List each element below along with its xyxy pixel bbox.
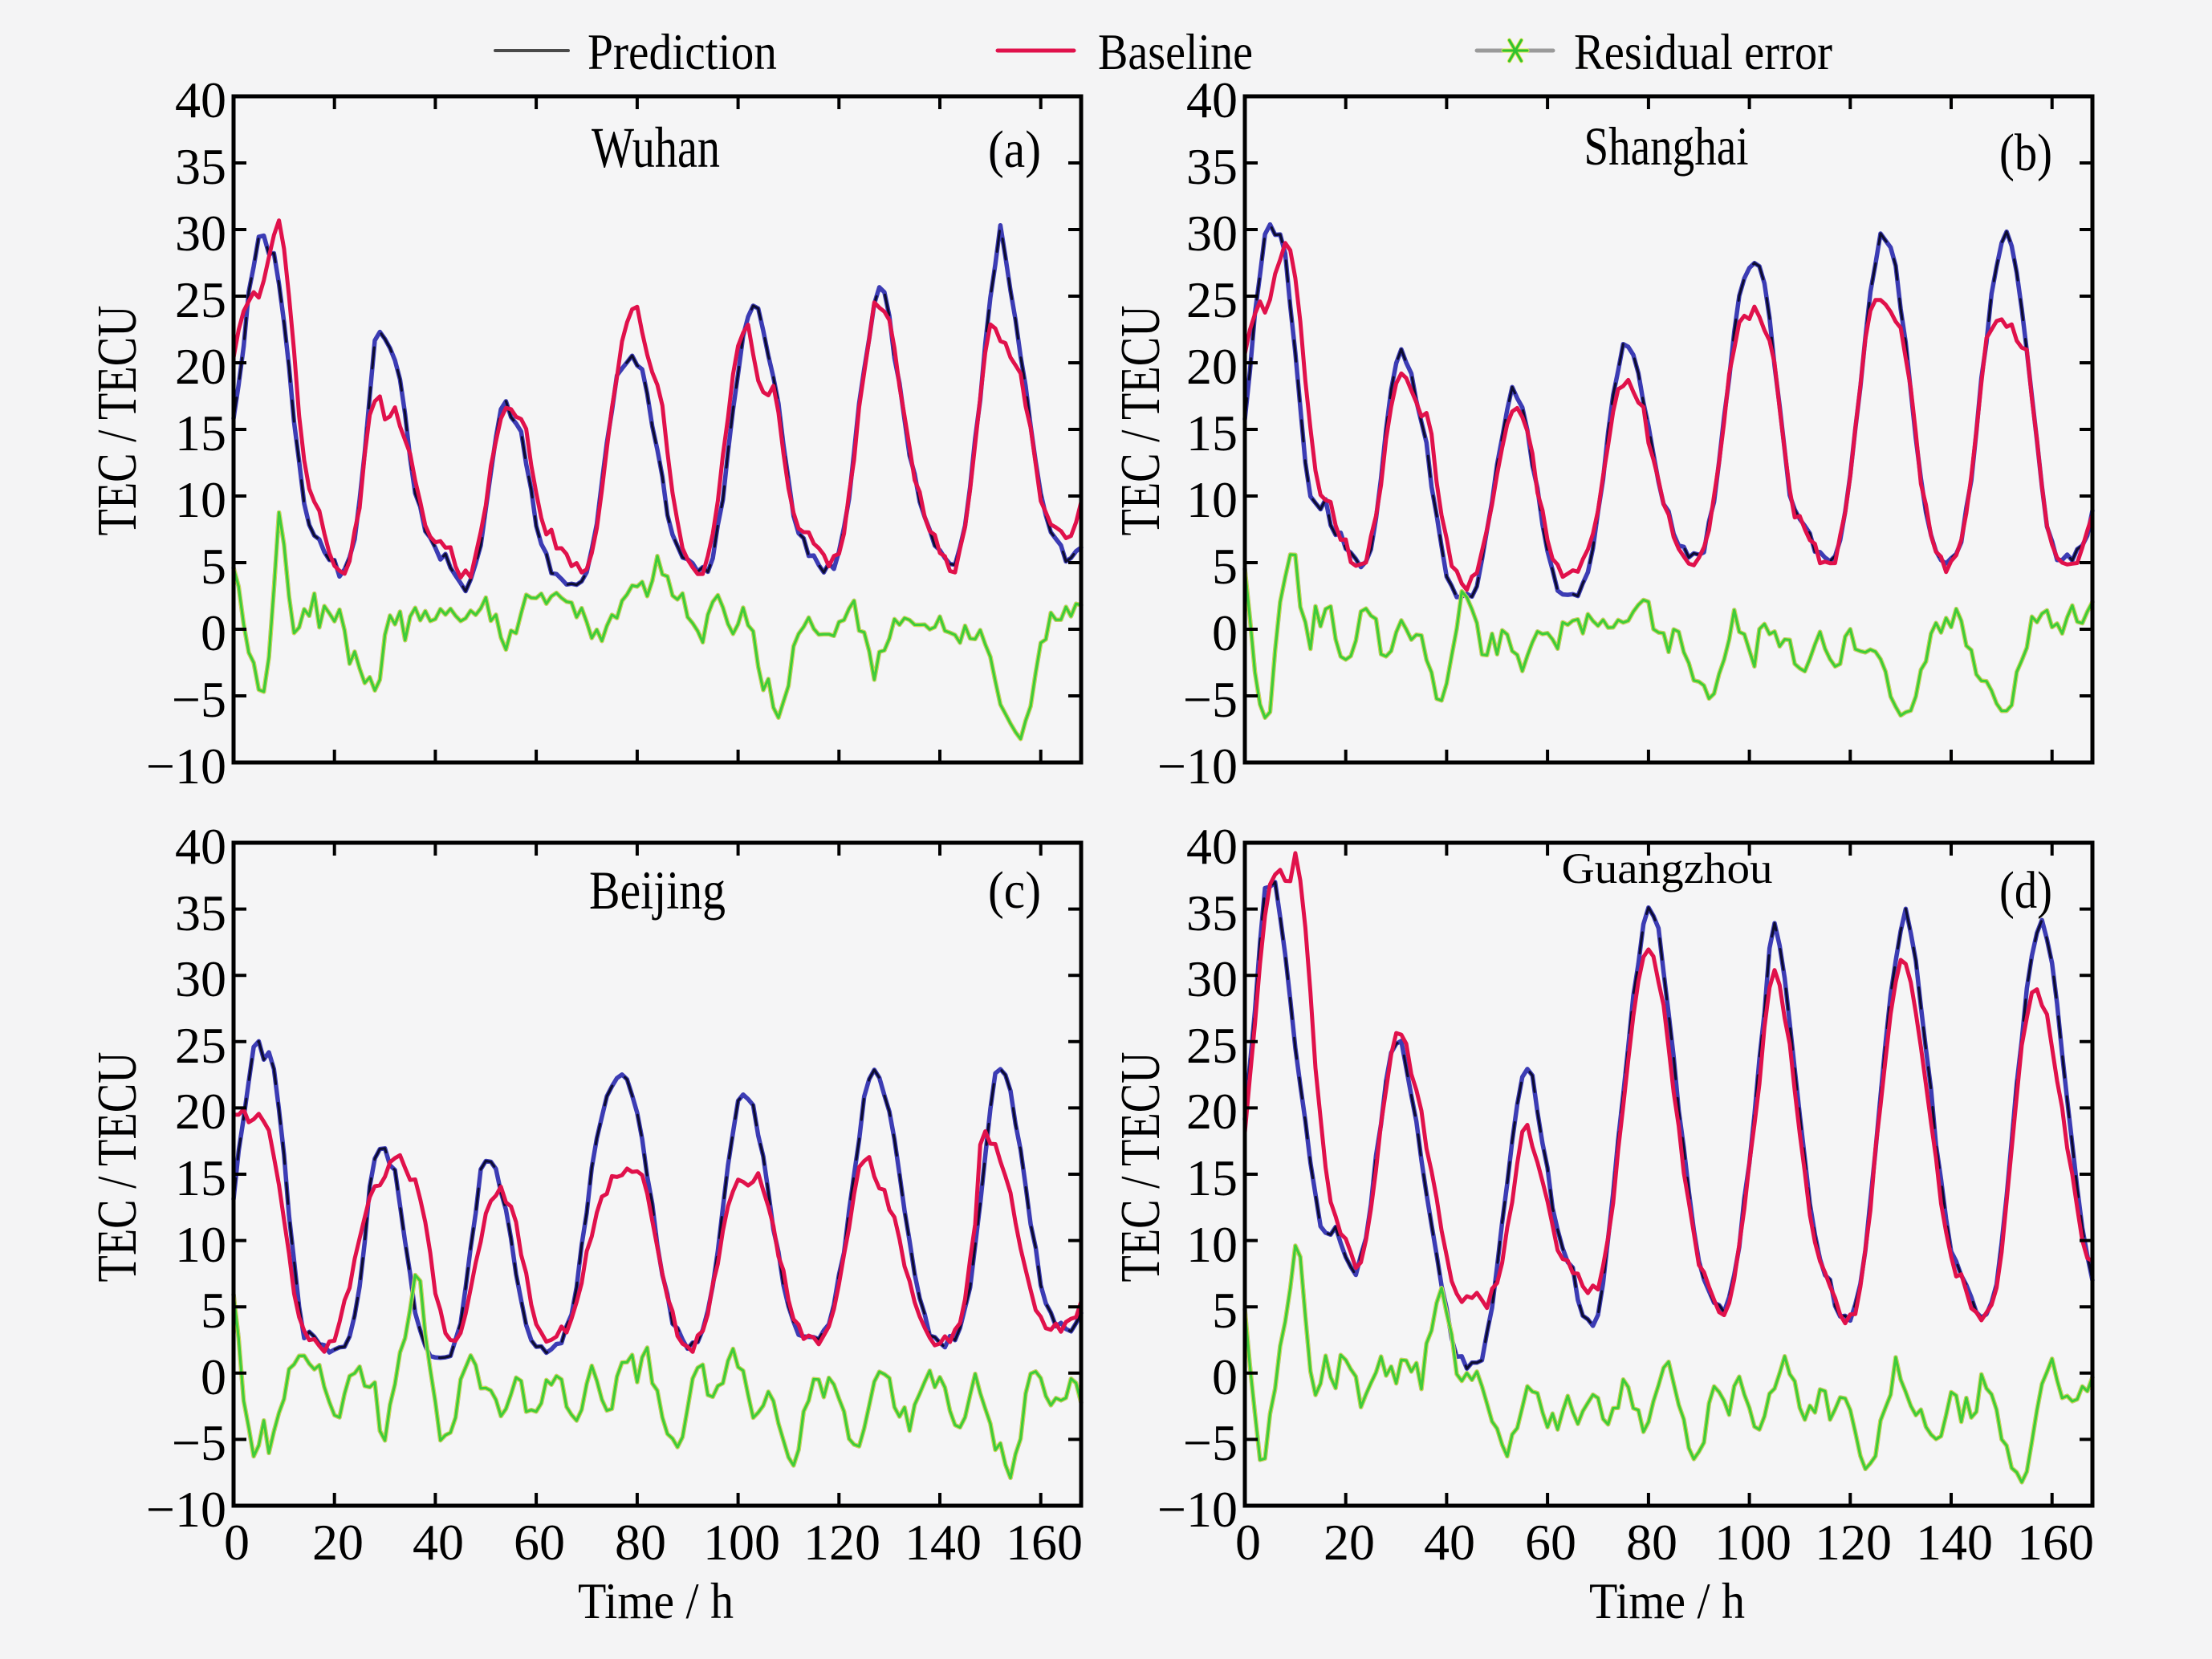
svg-text:20: 20 [1186, 338, 1238, 395]
svg-text:40: 40 [175, 818, 226, 875]
svg-text:Time / h: Time / h [1589, 1572, 1745, 1629]
svg-text:−10: −10 [1157, 738, 1238, 795]
svg-text:Wuhan: Wuhan [592, 116, 720, 180]
svg-text:5: 5 [201, 1282, 226, 1339]
svg-text:80: 80 [615, 1514, 666, 1571]
svg-text:15: 15 [175, 405, 226, 462]
svg-text:20: 20 [1186, 1083, 1238, 1140]
svg-text:TEC / TECU: TEC / TECU [87, 306, 148, 536]
svg-text:35: 35 [175, 884, 226, 941]
svg-text:60: 60 [514, 1514, 565, 1571]
svg-text:100: 100 [703, 1514, 780, 1571]
svg-text:140: 140 [1916, 1514, 1993, 1571]
svg-text:100: 100 [1714, 1514, 1791, 1571]
svg-text:120: 120 [1815, 1514, 1892, 1571]
svg-text:0: 0 [201, 604, 226, 661]
svg-text:10: 10 [1186, 1216, 1238, 1273]
svg-text:30: 30 [175, 950, 226, 1007]
svg-text:−5: −5 [1183, 1414, 1238, 1471]
svg-text:−10: −10 [146, 738, 226, 795]
svg-text:40: 40 [175, 71, 226, 128]
svg-text:40: 40 [413, 1514, 464, 1571]
svg-text:60: 60 [1525, 1514, 1576, 1571]
svg-text:15: 15 [175, 1149, 226, 1206]
svg-text:5: 5 [1212, 1282, 1238, 1339]
svg-text:140: 140 [905, 1514, 982, 1571]
svg-text:−5: −5 [172, 1414, 226, 1471]
svg-text:Residual error: Residual error [1574, 24, 1832, 80]
svg-text:25: 25 [175, 1017, 226, 1074]
svg-text:80: 80 [1626, 1514, 1677, 1571]
svg-text:160: 160 [2017, 1514, 2094, 1571]
svg-text:Shanghai: Shanghai [1584, 116, 1749, 177]
svg-text:35: 35 [1186, 884, 1238, 941]
svg-text:20: 20 [1324, 1514, 1375, 1571]
svg-text:40: 40 [1186, 818, 1238, 875]
svg-text:20: 20 [175, 338, 226, 395]
svg-text:Beijing: Beijing [589, 860, 726, 921]
svg-text:(b): (b) [1999, 124, 2052, 182]
svg-text:10: 10 [175, 471, 226, 528]
svg-text:0: 0 [1235, 1514, 1261, 1571]
svg-text:20: 20 [175, 1083, 226, 1140]
svg-text:10: 10 [1186, 471, 1238, 528]
svg-text:−5: −5 [1183, 671, 1238, 728]
svg-text:25: 25 [1186, 271, 1238, 328]
svg-text:160: 160 [1006, 1514, 1083, 1571]
svg-text:120: 120 [803, 1514, 880, 1571]
svg-text:35: 35 [1186, 138, 1238, 195]
svg-text:−10: −10 [1157, 1481, 1238, 1538]
svg-text:0: 0 [1212, 1348, 1238, 1405]
svg-text:10: 10 [175, 1216, 226, 1273]
svg-text:30: 30 [1186, 950, 1238, 1007]
svg-text:15: 15 [1186, 1149, 1238, 1206]
svg-text:40: 40 [1186, 71, 1238, 128]
svg-text:(d): (d) [1999, 861, 2052, 920]
svg-text:−10: −10 [146, 1481, 226, 1538]
svg-text:(a): (a) [988, 120, 1041, 179]
svg-text:Guangzhou: Guangzhou [1562, 844, 1773, 893]
svg-text:Prediction: Prediction [588, 24, 777, 80]
svg-text:40: 40 [1424, 1514, 1475, 1571]
svg-text:20: 20 [312, 1514, 364, 1571]
svg-text:30: 30 [175, 205, 226, 262]
svg-text:TEC / TECU: TEC / TECU [1110, 306, 1172, 536]
svg-text:35: 35 [175, 138, 226, 195]
svg-text:0: 0 [224, 1514, 250, 1571]
svg-text:TEC / TECU: TEC / TECU [1110, 1052, 1172, 1283]
svg-text:0: 0 [201, 1348, 226, 1405]
svg-text:5: 5 [1212, 538, 1238, 595]
svg-text:30: 30 [1186, 205, 1238, 262]
svg-text:15: 15 [1186, 405, 1238, 462]
svg-text:TEC / TECU: TEC / TECU [87, 1052, 148, 1283]
svg-text:Baseline: Baseline [1098, 24, 1253, 80]
svg-text:5: 5 [201, 538, 226, 595]
svg-text:0: 0 [1212, 604, 1238, 661]
svg-text:Time / h: Time / h [578, 1572, 734, 1629]
svg-text:25: 25 [175, 271, 226, 328]
svg-text:(c): (c) [988, 861, 1041, 920]
svg-text:−5: −5 [172, 671, 226, 728]
svg-text:25: 25 [1186, 1017, 1238, 1074]
